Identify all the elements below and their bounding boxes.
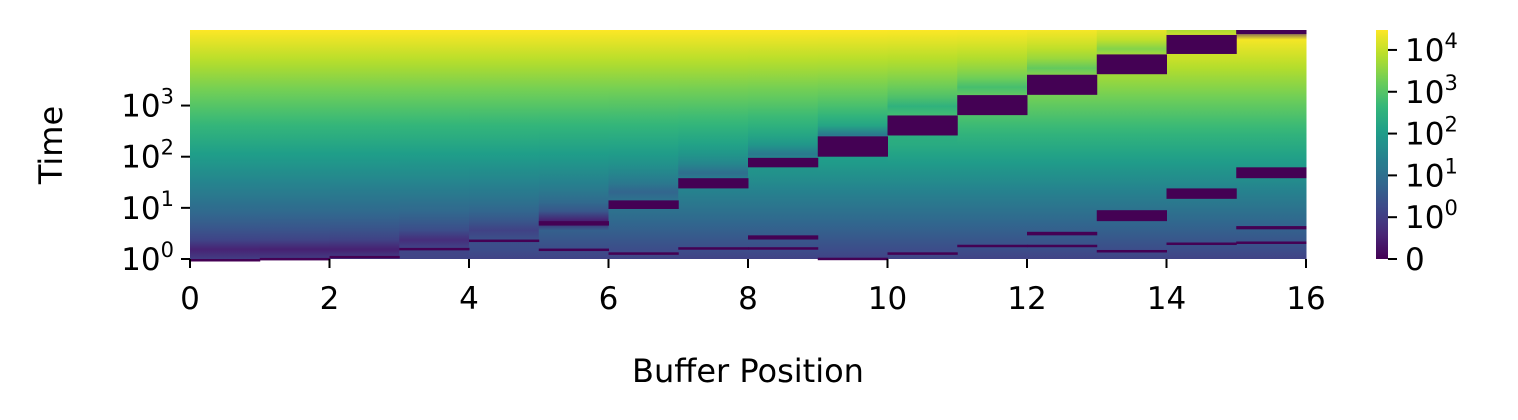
x-tick-label: 10 — [868, 281, 907, 317]
heatmap-column — [190, 30, 261, 259]
x-tick-label: 8 — [738, 281, 758, 317]
secondary-band — [1236, 226, 1307, 230]
colorbar-tick-base: 10 — [1405, 117, 1444, 153]
secondary-band — [887, 252, 958, 255]
secondary-band — [1096, 210, 1167, 222]
y-tick-label: 101 — [121, 187, 174, 227]
reset-band — [329, 255, 400, 259]
y-tick-label: 100 — [121, 238, 174, 278]
reset-band — [1027, 74, 1098, 95]
heatmap-column — [887, 30, 958, 259]
y-tick-label: 103 — [121, 85, 174, 125]
heatmap-column — [399, 30, 470, 259]
reset-band — [678, 178, 749, 189]
reset-band — [190, 259, 261, 262]
heatmap-column — [469, 30, 540, 259]
secondary-band — [608, 252, 679, 255]
colorbar-tick-label: 101 — [1405, 154, 1458, 194]
heatmap-column — [329, 30, 400, 259]
reset-band — [1166, 34, 1237, 54]
x-tick-label: 6 — [599, 281, 619, 317]
colorbar-tick-base: 10 — [1405, 200, 1444, 236]
y-tick-base: 10 — [121, 242, 160, 278]
heatmap-column — [748, 30, 819, 259]
colorbar-tick-label: 0 — [1405, 242, 1425, 278]
reset-band — [1096, 54, 1167, 75]
secondary-band — [1027, 244, 1098, 248]
x-tick-label: 14 — [1147, 281, 1186, 317]
colorbar-tick-exponent: 3 — [1444, 71, 1457, 95]
colorbar-tick-base: 10 — [1405, 33, 1444, 69]
colorbar-tick-base: 10 — [1405, 158, 1444, 194]
heatmap-plot-area — [190, 30, 1307, 262]
secondary-band — [1236, 167, 1307, 179]
reset-band — [469, 239, 540, 243]
x-tick-label: 12 — [1007, 281, 1046, 317]
colorbar-tick-label: 100 — [1405, 196, 1458, 236]
secondary-band — [678, 247, 749, 250]
colorbar-bar — [1376, 30, 1388, 259]
heatmap-column — [259, 30, 330, 259]
colorbar-tick-exponent: 0 — [1444, 196, 1457, 220]
x-axis: 0 2 4 6 8 10 12 14 16 — [180, 259, 1326, 317]
colorbar-tick-base: 0 — [1405, 242, 1425, 278]
y-tick-base: 10 — [121, 140, 160, 176]
reset-band — [1236, 30, 1307, 35]
secondary-band — [1166, 242, 1237, 246]
colorbar-tick-exponent: 2 — [1444, 113, 1457, 137]
x-tick-label: 2 — [320, 281, 340, 317]
secondary-band — [817, 257, 888, 261]
heatmap-column — [678, 30, 749, 259]
colorbar-tick-exponent: 1 — [1444, 154, 1457, 178]
reset-band — [957, 95, 1028, 116]
secondary-band — [1166, 188, 1237, 199]
secondary-band — [1096, 249, 1167, 253]
reset-band — [259, 257, 330, 261]
heatmap-column — [1027, 30, 1098, 259]
reset-band — [608, 200, 679, 209]
y-tick-base: 10 — [121, 89, 160, 125]
secondary-band — [538, 248, 609, 252]
colorbar-tick-label: 103 — [1405, 71, 1458, 111]
secondary-band — [1027, 231, 1098, 236]
colorbar-tick-label: 104 — [1405, 29, 1458, 69]
reset-band — [817, 136, 888, 157]
colorbar-tick-base: 10 — [1405, 75, 1444, 111]
x-tick-label: 4 — [459, 281, 479, 317]
y-axis-label: Time — [32, 106, 70, 185]
reset-band — [887, 115, 958, 136]
colorbar-tick-label: 102 — [1405, 113, 1458, 153]
y-tick-exponent: 0 — [161, 238, 174, 262]
heatmap-column — [608, 30, 679, 259]
y-tick-label: 102 — [121, 136, 174, 176]
x-tick-label: 0 — [180, 281, 200, 317]
x-tick-label: 16 — [1286, 281, 1325, 317]
colorbar-tick-exponent: 4 — [1444, 29, 1457, 53]
heatmap-column — [957, 30, 1028, 259]
x-axis-label: Buffer Position — [632, 352, 864, 390]
heatmap-column — [1236, 30, 1307, 259]
reset-band — [538, 221, 609, 226]
heatmap-column — [1166, 30, 1237, 259]
y-tick-base: 10 — [121, 191, 160, 227]
heatmap-column — [538, 30, 609, 259]
y-tick-exponent: 1 — [161, 187, 174, 211]
secondary-band — [957, 244, 1028, 248]
reset-band — [399, 247, 470, 251]
secondary-band — [748, 247, 819, 250]
y-tick-exponent: 2 — [161, 136, 174, 160]
y-tick-exponent: 3 — [161, 85, 174, 109]
secondary-band — [748, 235, 819, 240]
reset-band — [748, 157, 819, 168]
secondary-band — [1236, 241, 1307, 244]
